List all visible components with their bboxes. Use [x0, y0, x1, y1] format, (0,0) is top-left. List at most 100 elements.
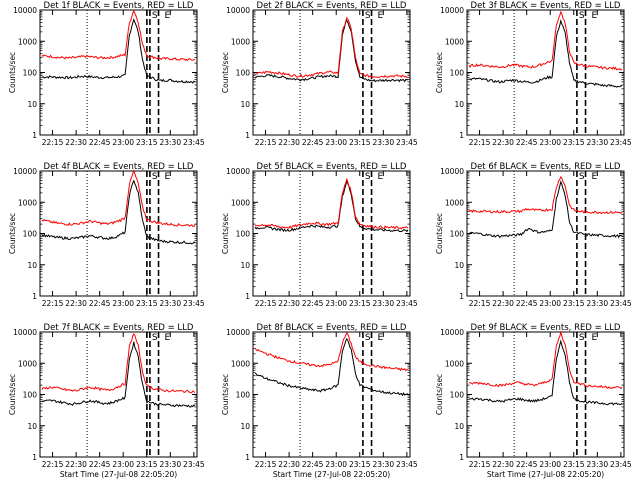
- x-tick-label: 23:15: [136, 138, 158, 147]
- y-tick-label: 100: [236, 230, 251, 239]
- events-series-line: [468, 180, 623, 239]
- chart-panel-4: Det 4f BLACK = Events, RED = LLD 1 10 100 10…: [8, 162, 205, 308]
- x-tick-label: 23:45: [396, 138, 418, 147]
- y-tick-label: 10: [454, 100, 464, 109]
- y-tick-label: 1: [245, 131, 250, 140]
- interval-start-marker: S: [579, 172, 585, 182]
- y-axis-label: Counts/sec: [435, 213, 444, 254]
- x-tick-label: 22:45: [302, 138, 324, 147]
- y-tick-label: 1000: [231, 198, 250, 207]
- x-tick-label: 23:00: [325, 460, 347, 469]
- y-tick-label: 1: [459, 453, 464, 462]
- x-tick-label: 22:45: [516, 138, 538, 147]
- lld-series-line: [469, 330, 623, 390]
- x-tick-label: 22:30: [65, 299, 87, 308]
- y-axis-label: Counts/sec: [8, 52, 17, 93]
- x-tick-label: 23:45: [183, 138, 205, 147]
- y-tick-label: 10000: [13, 167, 37, 176]
- plot-frame: [39, 9, 198, 136]
- x-tick-label: 23:15: [563, 299, 585, 308]
- plot-frame: [252, 331, 411, 458]
- x-tick-label: 22:30: [492, 138, 514, 147]
- y-tick-label: 10: [240, 261, 250, 270]
- y-tick-label: 100: [23, 230, 38, 239]
- interval-start-marker: S: [365, 333, 371, 343]
- plot-frame: [466, 9, 625, 136]
- x-tick-label: 22:30: [65, 460, 87, 469]
- y-tick-label: 10000: [440, 6, 464, 15]
- x-axis-label: Start Time (27-Jul-08 22:05:20): [273, 470, 390, 479]
- lld-series-line: [41, 9, 195, 62]
- y-tick-label: 1000: [18, 359, 37, 368]
- interval-start-marker: S: [365, 172, 371, 182]
- interval-end-marker: E: [378, 333, 384, 343]
- events-series-line: [468, 339, 623, 406]
- y-tick-label: 100: [450, 391, 465, 400]
- y-tick-label: 10: [27, 100, 37, 109]
- chart-panel-1: Det 1f BLACK = Events, RED = LLD 1 10 100 10…: [8, 1, 205, 147]
- plot-frame: [252, 170, 411, 297]
- x-tick-label: 23:45: [610, 299, 632, 308]
- y-tick-label: 10: [240, 100, 250, 109]
- interval-end-marker: E: [165, 11, 171, 21]
- y-axis-label: Counts/sec: [8, 374, 17, 415]
- events-series-line: [41, 18, 196, 84]
- y-axis-label: Counts/sec: [221, 374, 230, 415]
- y-axis-label: Counts/sec: [435, 374, 444, 415]
- y-tick-label: 1000: [231, 37, 250, 46]
- chart-title: Det 7f BLACK = Events, RED = LLD: [44, 323, 194, 333]
- x-tick-label: 22:15: [469, 460, 491, 469]
- y-tick-label: 1: [32, 131, 37, 140]
- x-tick-label: 22:45: [302, 460, 324, 469]
- interval-end-marker: E: [378, 172, 384, 182]
- x-tick-label: 22:30: [492, 299, 514, 308]
- x-tick-label: 23:15: [563, 460, 585, 469]
- events-series-line: [254, 19, 409, 83]
- events-series-line: [41, 341, 196, 408]
- chart-title: Det 3f BLACK = Events, RED = LLD: [471, 1, 621, 11]
- chart-panel-6: Det 6f BLACK = Events, RED = LLD 1 10 100 10…: [435, 162, 632, 308]
- x-tick-label: 22:30: [278, 299, 300, 308]
- x-tick-label: 23:30: [586, 460, 608, 469]
- x-tick-label: 22:45: [302, 299, 324, 308]
- x-tick-label: 23:00: [539, 460, 561, 469]
- interval-start-marker: S: [152, 172, 158, 182]
- x-tick-label: 22:15: [255, 460, 277, 469]
- x-tick-label: 22:15: [469, 299, 491, 308]
- interval-end-marker: E: [378, 11, 384, 21]
- x-tick-label: 23:15: [349, 460, 371, 469]
- x-tick-label: 23:00: [112, 299, 134, 308]
- y-tick-label: 10000: [226, 167, 250, 176]
- events-series-line: [254, 337, 409, 397]
- x-tick-label: 23:30: [586, 138, 608, 147]
- x-axis-label: Start Time (27-Jul-08 22:05:20): [487, 470, 604, 479]
- chart-title: Det 4f BLACK = Events, RED = LLD: [44, 162, 194, 172]
- x-tick-label: 23:30: [159, 138, 181, 147]
- chart-title: Det 9f BLACK = Events, RED = LLD: [471, 323, 621, 333]
- x-tick-label: 22:15: [469, 138, 491, 147]
- y-tick-label: 10: [454, 422, 464, 431]
- interval-start-marker: S: [152, 11, 158, 21]
- plot-frame: [466, 331, 625, 458]
- y-tick-label: 100: [236, 391, 251, 400]
- y-tick-label: 1000: [231, 359, 250, 368]
- y-axis-label: Counts/sec: [221, 52, 230, 93]
- x-tick-label: 23:45: [183, 299, 205, 308]
- y-tick-label: 10000: [440, 328, 464, 337]
- x-tick-label: 23:00: [325, 299, 347, 308]
- y-tick-label: 1000: [18, 37, 37, 46]
- y-tick-label: 10: [240, 422, 250, 431]
- x-tick-label: 23:00: [539, 299, 561, 308]
- chart-title: Det 2f BLACK = Events, RED = LLD: [257, 1, 407, 11]
- lld-series-line: [468, 10, 623, 71]
- x-tick-label: 23:45: [183, 460, 205, 469]
- lld-series-line: [468, 176, 623, 215]
- x-tick-label: 22:45: [89, 460, 111, 469]
- x-tick-label: 23:45: [610, 460, 632, 469]
- x-tick-label: 22:45: [89, 138, 111, 147]
- x-tick-label: 23:15: [349, 299, 371, 308]
- x-tick-label: 23:30: [372, 299, 394, 308]
- y-axis-label: Counts/sec: [8, 213, 17, 254]
- y-tick-label: 100: [23, 391, 38, 400]
